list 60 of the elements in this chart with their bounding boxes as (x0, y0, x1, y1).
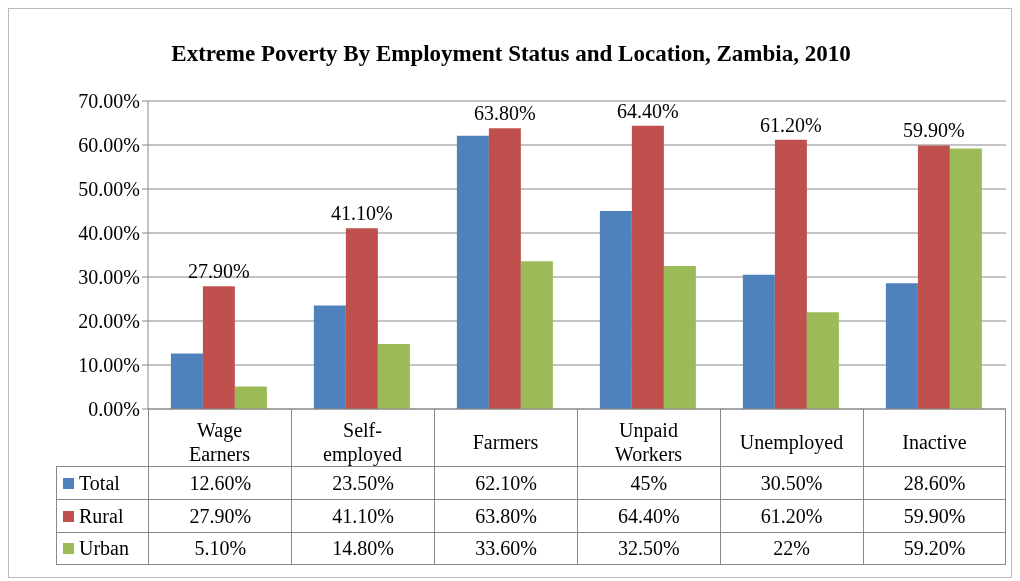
legend-label: Rural (79, 504, 124, 528)
bar (202, 286, 235, 409)
data-label: 30.50% (759, 471, 824, 495)
data-label: 62.10% (474, 471, 538, 495)
data-label: 5.10% (193, 537, 248, 560)
data-label: 61.20% (759, 504, 824, 528)
data-label: 64.40% (617, 504, 681, 528)
bar (313, 305, 346, 409)
text: 64.40% (617, 99, 679, 122)
bar (742, 274, 775, 409)
bar (377, 343, 410, 409)
y-tick-label: 30.00% (78, 266, 140, 289)
bar (488, 128, 521, 409)
y-tick-label: 0.00% (88, 398, 140, 421)
data-label: 23.50% (331, 471, 395, 495)
data-label: 14.80% (331, 537, 395, 560)
x-tick-label: Unemployed (738, 429, 845, 456)
text: 27.90% (188, 260, 250, 283)
data-label: 27.90% (188, 504, 253, 528)
y-tick-label: 40.00% (78, 222, 140, 245)
data-label: 12.60% (188, 471, 253, 495)
bar (774, 139, 807, 409)
data-label: 59.20% (902, 537, 967, 560)
data-label: 33.60% (474, 537, 538, 560)
bar (663, 266, 696, 409)
text: 61.20% (760, 113, 822, 136)
bar (345, 228, 378, 409)
data-label: 28.60% (902, 471, 967, 495)
bar (949, 148, 982, 409)
data-label: 45% (629, 471, 669, 495)
bar (170, 353, 203, 409)
text: 63.80% (474, 102, 536, 125)
x-tick-label: Wage Earners (187, 417, 252, 467)
data-label: 63.80% (474, 504, 538, 528)
text: 59.90% (903, 119, 965, 142)
x-tick-label: Self-employed (322, 417, 403, 468)
bar (456, 135, 489, 409)
x-tick-label: Inactive (901, 429, 968, 455)
bar (599, 211, 632, 409)
x-tick-label: Farmers (471, 429, 540, 455)
bar (631, 125, 664, 409)
data-label: 59.90% (902, 504, 967, 528)
data-label: 41.10% (331, 504, 395, 528)
bar (520, 261, 553, 409)
x-tick-label: Unpaid Workers (613, 417, 684, 467)
y-tick-label: 70.00% (78, 90, 140, 113)
data-label: 22% (772, 537, 812, 560)
legend-label: Urban (79, 537, 129, 560)
bar (917, 145, 950, 409)
bar (885, 283, 918, 409)
y-tick-label: 20.00% (78, 310, 140, 333)
bar (234, 386, 267, 409)
chart-title: Extreme Poverty By Employment Status and Location, Zambia, 2010 (170, 41, 852, 67)
text: 41.10% (331, 202, 393, 225)
y-tick-label: 10.00% (78, 354, 140, 377)
data-label: 32.50% (617, 537, 681, 560)
y-tick-label: 60.00% (78, 134, 140, 157)
legend-label: Total (79, 471, 120, 495)
y-tick-label: 50.00% (78, 178, 140, 201)
bar (806, 312, 839, 409)
